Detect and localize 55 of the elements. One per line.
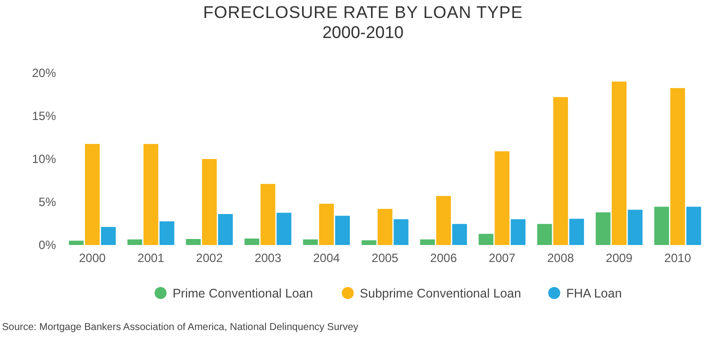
x-tick-label: 2001 bbox=[138, 251, 165, 265]
y-tick-label: 20% bbox=[32, 66, 56, 80]
legend-label: FHA Loan bbox=[566, 286, 622, 300]
bar bbox=[101, 226, 116, 245]
bar bbox=[537, 224, 552, 245]
bar bbox=[569, 218, 584, 245]
bar bbox=[362, 240, 376, 245]
bar bbox=[68, 240, 84, 245]
legend-label: Subprime Conventional Loan bbox=[360, 286, 522, 300]
bar bbox=[127, 239, 142, 245]
x-tick-label: 2005 bbox=[372, 251, 399, 265]
bar bbox=[303, 239, 318, 245]
y-tick-label: 5% bbox=[38, 195, 56, 210]
bar bbox=[378, 208, 392, 245]
bar bbox=[510, 219, 526, 245]
bar bbox=[186, 238, 201, 245]
y-tick-label: 0% bbox=[38, 238, 56, 252]
bar bbox=[654, 206, 669, 245]
bar bbox=[553, 97, 568, 245]
bar bbox=[612, 82, 627, 245]
x-tick-label: 2003 bbox=[254, 251, 282, 265]
x-tick-label: 2010 bbox=[664, 251, 692, 265]
bar bbox=[420, 239, 435, 245]
x-tick-label: 2006 bbox=[430, 251, 458, 265]
bar bbox=[494, 151, 510, 245]
bar bbox=[394, 219, 408, 245]
x-tick-label: 2004 bbox=[313, 251, 340, 265]
bar bbox=[319, 204, 334, 245]
x-tick-label: 2007 bbox=[488, 251, 516, 265]
bar bbox=[478, 234, 494, 245]
bar bbox=[628, 210, 643, 245]
chart-title: FORECLOSURE RATE BY LOAN TYPE bbox=[203, 3, 523, 22]
bar bbox=[244, 238, 260, 245]
x-tick-label: 2002 bbox=[196, 251, 224, 265]
bar bbox=[686, 206, 702, 245]
x-tick-label: 2008 bbox=[547, 251, 574, 265]
bar bbox=[276, 212, 292, 245]
y-tick-label: 10% bbox=[32, 152, 56, 166]
bar bbox=[260, 184, 276, 245]
x-tick-label: 2009 bbox=[606, 251, 633, 265]
bar bbox=[84, 144, 100, 245]
bar bbox=[202, 159, 217, 245]
bar bbox=[596, 212, 610, 245]
bar bbox=[218, 214, 233, 245]
bar bbox=[436, 196, 451, 245]
legend-label: Prime Conventional Loan bbox=[172, 286, 314, 300]
bar bbox=[452, 224, 467, 245]
bar bbox=[143, 144, 158, 245]
x-tick-label: 2000 bbox=[78, 251, 106, 265]
bar bbox=[670, 88, 686, 245]
bar bbox=[160, 221, 174, 245]
source-note: Source: Mortgage Bankers Association of America, National Delinquency Survey bbox=[2, 322, 358, 333]
bar bbox=[335, 216, 350, 245]
y-tick-label: 15% bbox=[32, 109, 56, 124]
chart-subtitle: 2000-2010 bbox=[322, 23, 404, 42]
